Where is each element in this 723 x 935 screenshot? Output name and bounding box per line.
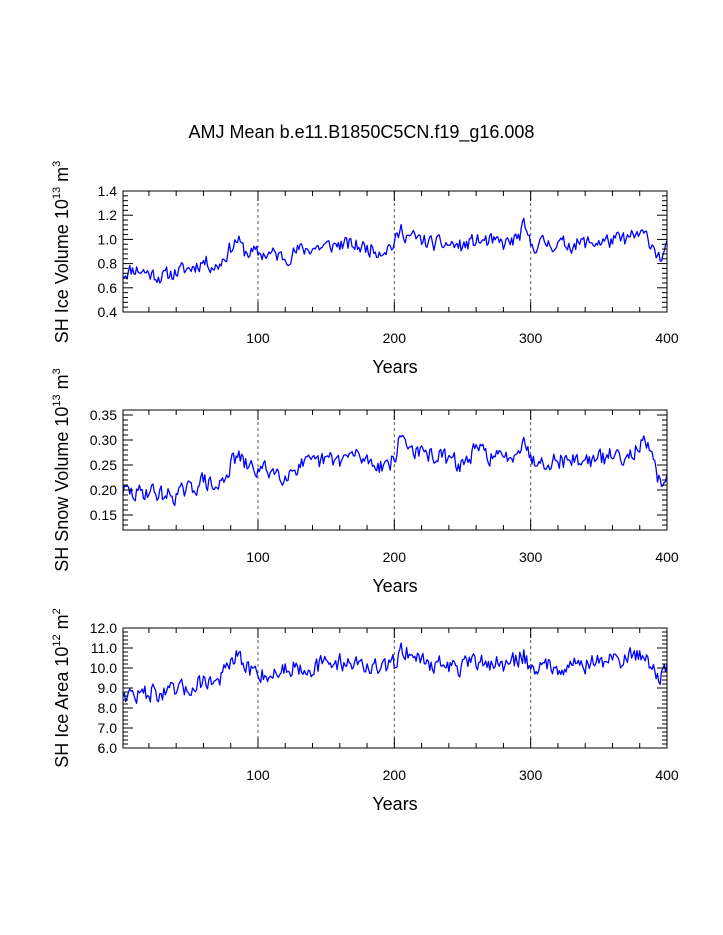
x-tick-label: 400 — [655, 330, 679, 346]
y-tick-label: 11.0 — [91, 640, 117, 656]
y-tick-label: 1.4 — [98, 183, 118, 199]
series-line-snow-volume — [122, 434, 668, 507]
x-tick-label: 200 — [383, 330, 407, 346]
y-tick-label: 8.0 — [98, 700, 118, 716]
y-axis-title: SH Ice Volume 1013 m3 — [51, 161, 72, 343]
x-axis-title: Years — [372, 576, 417, 596]
y-tick-label: 1.2 — [98, 207, 118, 223]
y-tick-label: 0.4 — [98, 304, 118, 320]
x-tick-label: 200 — [383, 549, 407, 565]
y-tick-label: 0.8 — [98, 256, 118, 272]
y-tick-label: 0.20 — [90, 482, 117, 498]
y-tick-label: 0.15 — [90, 507, 117, 523]
y-axis-title: SH Ice Area 1012 m2 — [51, 608, 72, 767]
plot-frame — [122, 190, 668, 313]
chart-title: AMJ Mean b.e11.B1850C5CN.f19_g16.008 — [188, 122, 535, 142]
y-tick-label: 7.0 — [98, 720, 118, 736]
y-tick-label: 0.6 — [98, 280, 118, 296]
x-tick-label: 400 — [655, 549, 679, 565]
x-axis-title: Years — [372, 794, 417, 814]
y-tick-label: 0.30 — [90, 432, 117, 448]
panel-snow-volume: 0.15 0.20 0.25 0.30 0.35 100 200 300 400 Years SH … — [51, 368, 679, 596]
x-tick-label: 100 — [246, 767, 270, 783]
series-line-ice-volume — [122, 217, 668, 284]
panel-ice-area: 6.0 7.0 8.0 9.0 10.0 11.0 12.0 100 200 300 400 Year… — [51, 608, 679, 814]
x-tick-label: 400 — [655, 767, 679, 783]
y-axis-title: SH Snow Volume 1013 m3 — [51, 368, 72, 571]
plot-frame — [122, 627, 668, 749]
y-tick-label: 0.35 — [90, 407, 117, 423]
y-tick-label: 9.0 — [98, 680, 118, 696]
x-tick-label: 100 — [246, 330, 270, 346]
y-tick-label: 10.0 — [90, 660, 117, 676]
panel-ice-volume: 0.4 0.6 0.8 1.0 1.2 1.4 100 200 300 400 Years SH Ic… — [51, 161, 679, 377]
x-tick-label: 300 — [519, 330, 543, 346]
plot-frame — [122, 409, 668, 531]
x-tick-label: 200 — [383, 767, 407, 783]
y-tick-label: 0.25 — [90, 457, 117, 473]
x-tick-label: 100 — [246, 549, 270, 565]
x-axis-title: Years — [372, 357, 417, 377]
series-line-ice-area — [122, 642, 668, 704]
y-tick-label: 1.0 — [98, 231, 118, 247]
x-tick-label: 300 — [519, 549, 543, 565]
y-tick-label: 12.0 — [90, 620, 117, 636]
x-tick-label: 300 — [519, 767, 543, 783]
y-tick-label: 6.0 — [98, 740, 118, 756]
